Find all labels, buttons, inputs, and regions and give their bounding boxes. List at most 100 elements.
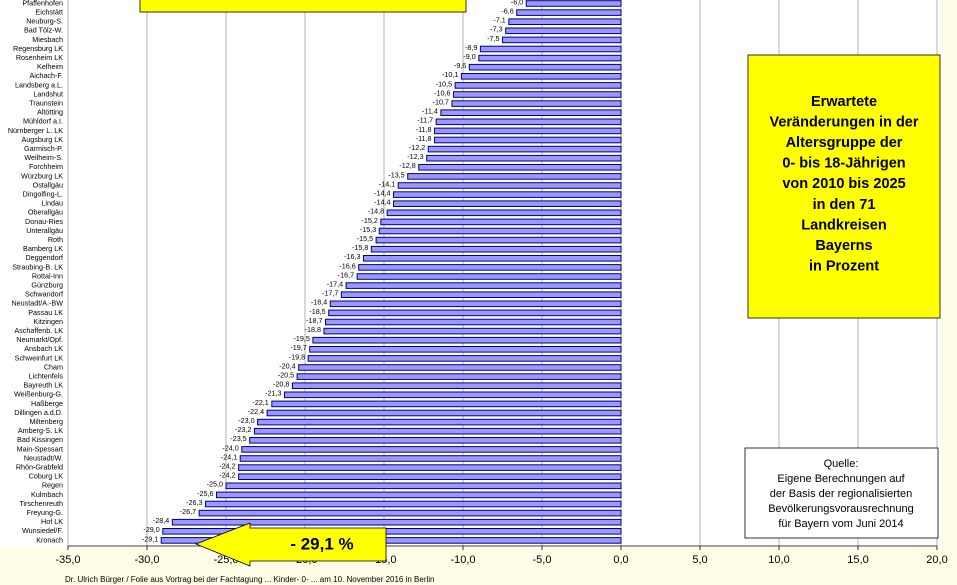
value-label: -12,2 — [409, 143, 425, 152]
bar — [392, 200, 622, 207]
value-label: -19,7 — [290, 343, 306, 352]
bar — [312, 336, 622, 344]
y-tick-label: Garmisch-P. — [24, 144, 63, 153]
y-tick-label: Coburg LK — [29, 472, 64, 481]
bar — [171, 518, 622, 526]
bar — [328, 309, 622, 317]
bar — [460, 73, 622, 80]
y-tick-label: Günzburg — [31, 281, 63, 290]
y-tick-label: Roth — [48, 235, 63, 244]
bar — [478, 54, 622, 62]
y-tick-label: Passau LK — [28, 308, 63, 317]
y-tick-label: Neustadt/W. — [24, 453, 63, 462]
y-tick-label: Lindau — [41, 199, 63, 208]
arrow-label: - 29,1 % — [290, 534, 353, 553]
bar — [356, 273, 622, 280]
value-label: -18,4 — [311, 298, 327, 307]
x-tick-label: 20,0 — [926, 554, 947, 566]
bar — [329, 300, 622, 308]
y-tick-label: Wunsiedel/F. — [22, 526, 63, 535]
y-tick-label: Bad Tölz-W. — [24, 26, 63, 35]
value-label: -9,6 — [454, 61, 466, 70]
y-tick-label: Augsburg LK — [21, 135, 63, 144]
value-label: -17,4 — [327, 280, 343, 289]
y-tick-label: Regen — [42, 481, 63, 490]
bar — [325, 318, 622, 326]
bar — [362, 255, 622, 262]
value-label: -11,7 — [417, 116, 433, 125]
y-tick-label: Schwandorf — [25, 290, 63, 299]
x-tick-label: 5,0 — [692, 554, 707, 566]
x-tick-label: -30,0 — [134, 554, 159, 566]
value-label: -16,3 — [344, 252, 360, 261]
bar — [516, 9, 622, 16]
bar — [386, 209, 622, 217]
value-label: -24,2 — [219, 471, 235, 480]
y-tick-label: Schweinfurt LK — [15, 353, 64, 362]
x-tick-label: -10,0 — [450, 554, 475, 566]
title-box — [747, 54, 941, 319]
bar — [271, 400, 622, 408]
y-tick-label: Bad Kissingen — [17, 435, 63, 444]
value-label: -23,5 — [230, 434, 246, 443]
value-label: -15,2 — [361, 216, 377, 225]
y-tick-label: Altötting — [37, 108, 63, 117]
source-line: Quelle: — [824, 458, 859, 470]
y-tick-label: Weißenburg-G. — [14, 390, 63, 399]
y-tick-label: Oberallgäu — [28, 208, 63, 217]
value-label: -13,5 — [388, 170, 404, 179]
value-label: -25,0 — [207, 480, 223, 489]
bars: Pfaffenhofen -6,0 Eichstätt -6,6 Neuburg-S. -… — [8, 0, 622, 544]
y-tick-label: Kelheim — [37, 62, 63, 71]
y-tick-label: Deggendorf — [25, 253, 63, 262]
value-label: -22,1 — [252, 398, 268, 407]
value-label: -10,1 — [442, 70, 458, 79]
bar — [434, 136, 622, 144]
value-label: -11,4 — [422, 107, 438, 116]
value-label: -15,5 — [357, 234, 373, 243]
bar — [440, 109, 622, 117]
value-label: -14,4 — [374, 198, 390, 207]
y-tick-label: Neustadt/A.-BW — [11, 299, 63, 308]
y-tick-label: Ostallgäu — [33, 180, 63, 189]
value-label: -18,5 — [309, 307, 325, 316]
y-tick-label: Straubing-B. LK — [12, 262, 63, 271]
y-tick-label: Landsberg a.L. — [15, 80, 63, 89]
value-label: -14,1 — [379, 179, 395, 188]
value-label: -7,1 — [493, 16, 505, 25]
value-label: -16,6 — [339, 261, 355, 270]
title-line: Bayerns — [815, 238, 872, 254]
title-line: in den 71 — [813, 197, 876, 213]
bar — [198, 509, 622, 517]
value-label: -20,4 — [279, 361, 295, 370]
value-label: -20,5 — [278, 371, 294, 380]
y-tick-label: Bamberg LK — [23, 244, 63, 253]
bar — [239, 455, 622, 462]
bar — [418, 164, 622, 171]
bar — [340, 291, 622, 298]
top-box — [139, 0, 467, 13]
bar — [370, 245, 622, 253]
x-tick-label: -35,0 — [55, 554, 80, 566]
value-label: -17,7 — [322, 289, 338, 298]
value-label: -12,3 — [407, 152, 423, 161]
value-label: -26,7 — [180, 507, 196, 516]
title-line: in Prozent — [809, 259, 879, 275]
y-tick-label: Ansbach LK — [24, 344, 63, 353]
title-line: Landkreisen — [801, 217, 886, 233]
y-tick-label: Landshut — [33, 89, 63, 98]
value-label: -14,8 — [368, 207, 384, 216]
y-tick-label: Aichach-F. — [29, 71, 63, 80]
bar — [253, 427, 622, 435]
y-tick-label: Rhön-Grabfeld — [16, 463, 63, 472]
value-label: -11,8 — [416, 125, 432, 134]
value-label: -15,3 — [360, 225, 376, 234]
y-tick-label: Haßberge — [31, 399, 63, 408]
value-label: -9,0 — [463, 52, 475, 61]
bar — [451, 100, 622, 107]
bar — [358, 264, 622, 271]
value-label: -24,1 — [221, 452, 237, 461]
y-tick-label: Neuburg-S. — [26, 17, 63, 26]
value-label: -16,7 — [338, 270, 354, 279]
